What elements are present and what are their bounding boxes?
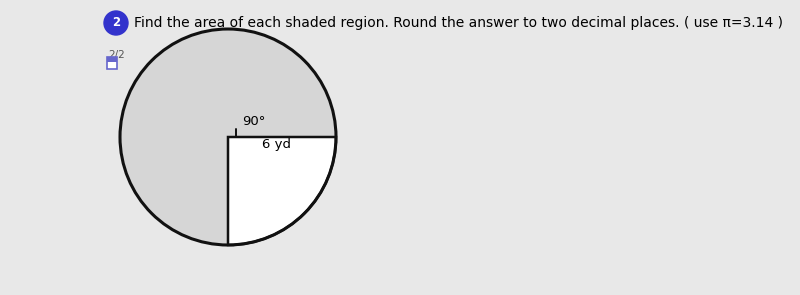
Circle shape <box>120 29 336 245</box>
Wedge shape <box>228 137 336 245</box>
Bar <box>107 57 117 69</box>
Text: 6 yd: 6 yd <box>262 138 291 151</box>
Text: Find the area of each shaded region. Round the answer to two decimal places. ( u: Find the area of each shaded region. Rou… <box>134 16 783 30</box>
Text: 2/2: 2/2 <box>108 50 125 60</box>
Bar <box>107 57 117 62</box>
Text: 90°: 90° <box>242 115 266 128</box>
Circle shape <box>104 11 128 35</box>
Text: 2: 2 <box>112 17 120 30</box>
